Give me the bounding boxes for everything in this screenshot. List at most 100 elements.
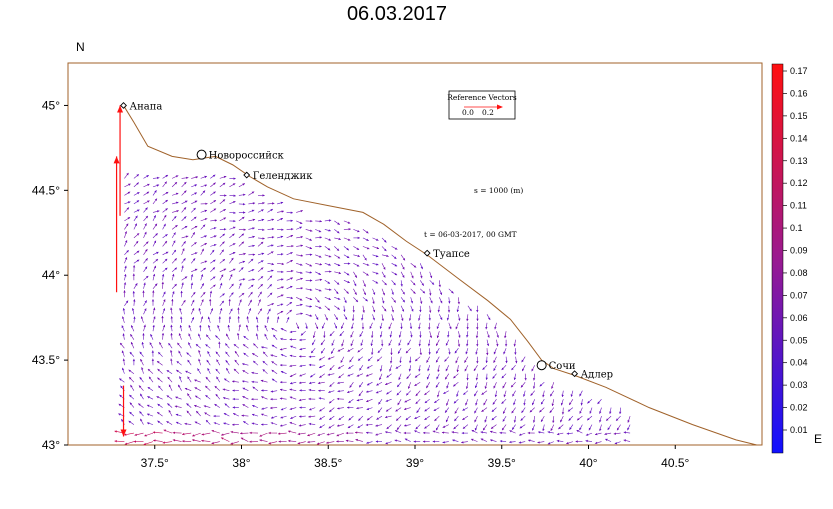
current-vector-head — [415, 401, 418, 404]
current-vector-head — [594, 441, 598, 444]
current-vector-head — [252, 202, 256, 205]
current-vector-head — [414, 383, 417, 386]
current-vector-head — [413, 265, 417, 268]
current-vector-head — [147, 422, 150, 425]
current-vector-head — [264, 325, 267, 328]
current-vector-head — [135, 215, 138, 219]
current-vector-head — [547, 442, 551, 445]
city-label: Геленджик — [253, 171, 313, 182]
current-vector-head — [501, 375, 504, 379]
city-diamond-marker — [120, 102, 127, 109]
current-vector-head — [153, 215, 156, 218]
current-vector-head — [436, 427, 439, 431]
current-vector-head — [242, 404, 245, 407]
current-vector-head — [493, 351, 496, 355]
current-vector-head — [281, 244, 284, 247]
current-vector-head — [442, 425, 446, 428]
current-vector-head — [521, 359, 524, 363]
current-vector-head — [153, 316, 156, 319]
current-vector-head — [338, 417, 342, 420]
current-vector-head — [280, 364, 283, 367]
current-vector-head — [394, 264, 398, 267]
current-vector-head — [420, 301, 423, 304]
current-vector-head — [451, 431, 454, 434]
current-vector-head — [370, 343, 373, 346]
colorbar-label: 0.04 — [790, 358, 808, 368]
current-vector-head — [280, 424, 283, 427]
current-vector-head — [184, 182, 187, 185]
current-vector-head — [158, 352, 161, 355]
current-vector-head — [312, 342, 315, 346]
current-vector-head — [587, 417, 590, 421]
current-vector-head — [503, 411, 506, 414]
current-vector-head — [336, 282, 340, 285]
current-vector-head — [277, 316, 280, 319]
current-vector-head — [499, 431, 502, 435]
current-vector-head — [165, 251, 169, 254]
current-vector-head — [532, 402, 535, 406]
current-vector-head — [204, 235, 207, 238]
current-vector-head — [175, 175, 179, 178]
current-vector-head — [264, 333, 267, 337]
current-vector-head — [401, 318, 404, 321]
current-vector-head — [491, 426, 494, 429]
current-vector-head — [337, 407, 340, 410]
current-vector-head — [491, 409, 495, 412]
current-vector-head — [144, 434, 147, 437]
colorbar-label: 0.01 — [790, 425, 808, 435]
current-vector-head — [194, 226, 198, 229]
current-vector-head — [154, 223, 157, 227]
current-vector-head — [309, 264, 312, 267]
current-vector-head — [407, 342, 410, 346]
current-vector-head — [233, 211, 236, 214]
current-vector-head — [262, 369, 266, 372]
current-vector-head — [447, 335, 450, 338]
current-vector-head — [385, 415, 388, 419]
current-vector-head — [195, 344, 199, 347]
current-vector-head — [385, 442, 388, 445]
current-vector-head — [182, 432, 185, 436]
current-vector-head — [262, 202, 265, 205]
current-vector-head — [328, 297, 331, 300]
current-vector-head — [198, 358, 201, 362]
current-vector-head — [211, 249, 215, 253]
current-vector-head — [181, 265, 184, 268]
current-vector-head — [623, 431, 626, 434]
current-vector-head — [414, 430, 417, 433]
current-vector-head — [157, 210, 160, 213]
current-vector-head — [125, 300, 129, 304]
current-vector-head — [402, 267, 405, 270]
current-vector-head — [278, 432, 281, 435]
current-vector-head — [290, 235, 293, 238]
current-vector-head — [298, 424, 302, 427]
current-vector-head — [329, 288, 332, 291]
current-vector-head — [153, 240, 156, 244]
current-vector-head — [290, 219, 293, 222]
current-vector-head — [337, 222, 340, 225]
current-vector-head — [348, 418, 351, 421]
current-vector-head — [491, 417, 495, 421]
current-vector-head — [365, 423, 369, 427]
current-vector-head — [242, 363, 245, 366]
current-vector-head — [462, 426, 466, 429]
current-vector-head — [270, 209, 273, 212]
current-vector-head — [312, 335, 316, 338]
current-vector-head — [220, 308, 223, 311]
current-vector-head — [281, 278, 284, 281]
current-vector-head — [196, 411, 199, 414]
current-vector-head — [192, 308, 195, 311]
current-vector-head — [329, 384, 332, 387]
current-vector-head — [233, 219, 236, 223]
current-vector-head — [341, 326, 344, 329]
current-vector-head — [147, 183, 150, 187]
current-vector-head — [299, 338, 302, 342]
current-vector-head — [328, 263, 331, 266]
current-vector-head — [211, 430, 214, 433]
current-vector-head — [366, 374, 369, 377]
colorbar-label: 0.15 — [790, 111, 808, 121]
current-vector-head — [190, 274, 194, 277]
current-vector-head — [175, 192, 179, 195]
current-vector-head — [319, 263, 322, 266]
current-vector-head — [192, 439, 195, 442]
current-vector-head — [319, 236, 322, 239]
